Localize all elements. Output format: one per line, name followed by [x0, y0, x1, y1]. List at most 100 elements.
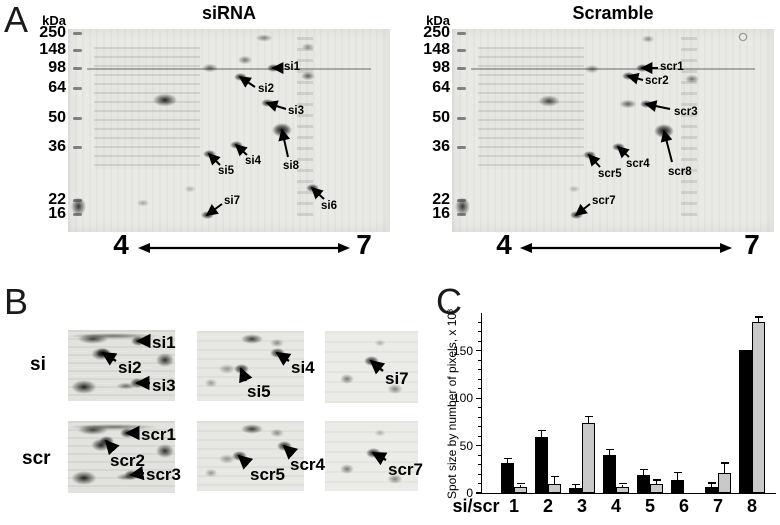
ladder-band	[73, 145, 82, 149]
ladder-band	[457, 212, 466, 216]
bar-scr-7	[718, 473, 731, 493]
spot-label-si3: si3	[288, 105, 304, 117]
gel-banding	[477, 47, 584, 170]
y-minor-tick	[478, 369, 482, 371]
mw-marker-16: 16	[432, 205, 450, 222]
bar-scr-2	[548, 483, 561, 493]
row-label-scr: scr	[22, 448, 51, 469]
error-bar-scr-2	[553, 476, 556, 484]
ladder-band	[73, 86, 82, 90]
x-axis-label-1: 1	[508, 496, 520, 516]
gel-image-sirna: si1 si2 si3 si4 si5 si8 si7 si6	[68, 29, 390, 232]
bar-si-5	[637, 475, 650, 493]
error-cap-scr-1	[516, 483, 525, 485]
spot-label-si3: si3	[152, 376, 176, 395]
mw-marker-64: 64	[432, 79, 450, 96]
spot-label-si5: si5	[218, 165, 234, 177]
bar-si-6	[671, 479, 684, 493]
spot-label-scr2: scr2	[645, 75, 669, 87]
y-major-tick	[476, 492, 482, 494]
error-cap-si-3	[571, 484, 580, 486]
gel-banding	[93, 47, 200, 170]
y-tick-label-150: 150	[452, 343, 473, 358]
x-axis-label-5: 5	[644, 496, 656, 516]
bar-scr-4	[616, 487, 629, 493]
gel-title-sirna: siRNA	[201, 3, 257, 23]
panel-a-letter: A	[4, 0, 29, 40]
protein-spot-scr7	[365, 448, 381, 458]
protein-spot-si8	[272, 123, 292, 137]
mw-marker-64: 64	[48, 79, 66, 96]
spot-label-si7: si7	[224, 195, 240, 207]
error-cap-si-2	[537, 430, 546, 432]
spot-label-scr7: scr7	[592, 195, 616, 207]
x-axis-label-6: 6	[678, 496, 690, 516]
protein-spot-si4	[269, 348, 285, 358]
mw-marker-22: 22	[432, 191, 450, 208]
spot-label-scr7: scr7	[388, 460, 423, 479]
mw-marker-16: 16	[48, 205, 66, 222]
spot-label-scr5: scr5	[598, 168, 622, 180]
protein-spot-scr4	[276, 441, 292, 451]
x-axis-label-8: 8	[746, 496, 758, 516]
crop-scr-spots-4-5: scr4 scr5	[197, 421, 325, 491]
error-cap-scr-8	[754, 316, 763, 318]
annotation-arrows	[369, 359, 386, 375]
error-cap-scr-3	[584, 415, 593, 418]
bar-si-3	[569, 488, 582, 493]
mw-marker-22: 22	[48, 191, 66, 208]
ph-left-label-sirna: 4	[113, 229, 129, 260]
bar-si-7	[705, 487, 718, 493]
y-minor-tick	[478, 359, 482, 361]
error-bar-si-1	[506, 458, 509, 463]
error-cap-si-7	[707, 482, 716, 484]
crop-si-spots-1-3: si1 si2 si3	[68, 330, 176, 401]
mw-marker-148: 148	[423, 41, 450, 58]
spot-label-scr4: scr4	[626, 158, 650, 170]
crop-scr-spot-7: scr7	[325, 421, 423, 491]
spot-label-scr1: scr1	[141, 425, 176, 444]
protein-spot-si3	[260, 99, 274, 107]
ladder-band	[73, 66, 82, 70]
ladder-band	[457, 31, 466, 35]
y-major-tick	[476, 397, 482, 399]
ladder-band	[457, 48, 466, 52]
ladder-band	[73, 31, 82, 35]
protein-spot-si1	[266, 64, 280, 72]
ladder-band	[73, 116, 82, 120]
mw-ladder	[455, 29, 470, 232]
ph-left-label-scramble: 4	[496, 229, 512, 260]
x-axis-label-7: 7	[712, 496, 724, 516]
crop-scr-spots-1-3: scr1 scr2 scr3	[68, 421, 181, 493]
spot-label-scr2: scr2	[110, 451, 145, 470]
spot-label-si2: si2	[258, 83, 274, 95]
mw-marker-50: 50	[432, 109, 450, 126]
bar-si-1	[501, 462, 514, 493]
gel-streaks	[452, 29, 774, 232]
error-cap-si-1	[503, 457, 512, 459]
protein-spot-si1	[130, 336, 146, 346]
mw-marker-36: 36	[432, 138, 450, 155]
mw-ladder	[71, 29, 86, 232]
error-bar-si-4	[608, 450, 611, 456]
crop-si-spot-7: si7	[325, 331, 418, 403]
error-bar-scr-3	[587, 417, 590, 423]
protein-spot-scr7	[569, 211, 583, 219]
y-minor-tick	[478, 331, 482, 333]
error-bar-si-2	[540, 431, 543, 438]
ladder-band	[457, 66, 466, 70]
mw-marker-250: 250	[423, 24, 450, 41]
y-tick-label-100: 100	[452, 391, 473, 406]
protein-spot-scr5	[582, 151, 596, 159]
bar-si-8	[739, 349, 752, 493]
error-bar-scr-7	[723, 463, 726, 474]
gel-title-scramble: Scramble	[572, 3, 654, 23]
bar-scr-1	[514, 487, 527, 493]
ladder-band	[457, 116, 466, 120]
mw-marker-250: 250	[39, 24, 66, 41]
protein-spot-si7	[363, 356, 379, 366]
gel-horizontal-band	[87, 68, 371, 70]
spot-label-si8: si8	[283, 160, 299, 172]
mw-marker-36: 36	[48, 138, 66, 155]
